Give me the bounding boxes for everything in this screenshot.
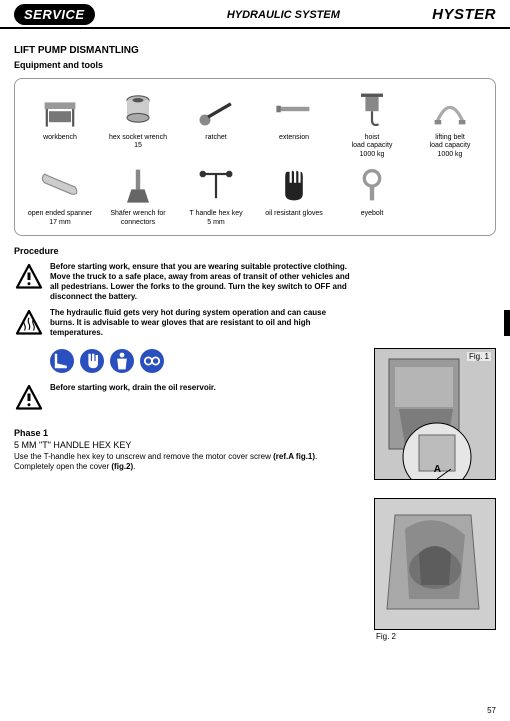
warning-text-3: Before starting work, drain the oil rese… bbox=[50, 383, 350, 393]
tool-lifting-belt: lifting belt load capacity 1000 kg bbox=[411, 87, 489, 159]
spanner-icon bbox=[38, 163, 82, 207]
ppe-row bbox=[50, 349, 350, 373]
tool-shafer: Shäfer wrench for connectors bbox=[99, 163, 177, 227]
eyebolt-icon bbox=[350, 163, 394, 207]
tool-label: ratchet bbox=[205, 134, 226, 142]
page-number: 57 bbox=[487, 706, 496, 715]
warning-text-1: Before starting work, ensure that you ar… bbox=[50, 262, 350, 302]
phase-ref1: (ref.A fig.1) bbox=[273, 452, 315, 461]
warning-icon bbox=[14, 383, 44, 418]
tools-row-2: open ended spanner 17 mm Shäfer wrench f… bbox=[21, 163, 489, 227]
page-header: SERVICE HYDRAULIC SYSTEM HYSTER bbox=[0, 0, 510, 29]
equipment-label: Equipment and tools bbox=[14, 60, 496, 70]
ppe-suit-icon bbox=[110, 349, 134, 373]
phase-title: Phase 1 bbox=[14, 428, 350, 438]
brand-logo: HYSTER bbox=[432, 6, 496, 23]
ratchet-icon bbox=[194, 87, 238, 131]
ppe-goggles-icon bbox=[140, 349, 164, 373]
shafer-icon bbox=[116, 163, 160, 207]
workbench-icon bbox=[38, 87, 82, 131]
service-badge: SERVICE bbox=[14, 4, 95, 25]
tool-label: workbench bbox=[43, 134, 77, 142]
extension-icon bbox=[272, 87, 316, 131]
warning-row-3: Before starting work, drain the oil rese… bbox=[14, 383, 350, 418]
ppe-boots-icon bbox=[50, 349, 74, 373]
warning-row-2: The hydraulic fluid gets very hot during… bbox=[14, 308, 350, 343]
tool-label: lifting belt load capacity 1000 kg bbox=[430, 134, 471, 159]
tool-label: open ended spanner 17 mm bbox=[28, 210, 92, 227]
fig2-label: Fig. 2 bbox=[376, 632, 496, 641]
fig1-label: Fig. 1 bbox=[467, 352, 491, 361]
tool-label: extension bbox=[279, 134, 309, 142]
phase-ref2: (fig.2) bbox=[111, 462, 133, 471]
procedure-column: Procedure Before starting work, ensure t… bbox=[14, 246, 350, 473]
header-title: HYDRAULIC SYSTEM bbox=[227, 9, 340, 21]
figures-column: Fig. 1 A Fig. 2 bbox=[374, 348, 496, 641]
tool-hoist: hoist load capacity 1000 kg bbox=[333, 87, 411, 159]
figure-1: Fig. 1 A bbox=[374, 348, 496, 480]
t-handle-icon bbox=[194, 163, 238, 207]
section-title: LIFT PUMP DISMANTLING bbox=[14, 45, 496, 56]
tool-label: hex socket wrench 15 bbox=[109, 134, 167, 151]
warning-text-2: The hydraulic fluid gets very hot during… bbox=[50, 308, 350, 338]
fig1-ref-a: A bbox=[434, 464, 441, 475]
hot-surface-icon bbox=[14, 308, 44, 343]
phase-subtitle: 5 MM "T" HANDLE HEX KEY bbox=[14, 440, 350, 450]
tool-gloves: oil resistant gloves bbox=[255, 163, 333, 227]
warning-row-1: Before starting work, ensure that you ar… bbox=[14, 262, 350, 302]
hex-socket-icon bbox=[116, 87, 160, 131]
tool-t-handle: T handle hex key 5 mm bbox=[177, 163, 255, 227]
tool-label: T handle hex key 5 mm bbox=[189, 210, 242, 227]
figure-2 bbox=[374, 498, 496, 630]
procedure-title: Procedure bbox=[14, 246, 350, 256]
tools-box: workbench hex socket wrench 15 ratchet e… bbox=[14, 78, 496, 236]
ppe-gloves-icon bbox=[80, 349, 104, 373]
tools-row-1: workbench hex socket wrench 15 ratchet e… bbox=[21, 87, 489, 159]
phase-text: Use the T-handle hex key to unscrew and … bbox=[14, 452, 350, 473]
tool-workbench: workbench bbox=[21, 87, 99, 159]
gloves-icon bbox=[272, 163, 316, 207]
tool-extension: extension bbox=[255, 87, 333, 159]
tool-label: Shäfer wrench for connectors bbox=[101, 210, 175, 227]
tool-label: oil resistant gloves bbox=[265, 210, 323, 218]
tool-empty bbox=[411, 163, 489, 227]
tool-label: hoist load capacity 1000 kg bbox=[352, 134, 393, 159]
tool-hex-socket: hex socket wrench 15 bbox=[99, 87, 177, 159]
tool-label: eyebolt bbox=[361, 210, 384, 218]
tool-eyebolt: eyebolt bbox=[333, 163, 411, 227]
phase-line2: Completely open the cover bbox=[14, 462, 111, 471]
warning-icon bbox=[14, 262, 44, 297]
tool-ratchet: ratchet bbox=[177, 87, 255, 159]
lifting-belt-icon bbox=[428, 87, 472, 131]
section-tab bbox=[504, 310, 510, 336]
phase-line1: Use the T-handle hex key to unscrew and … bbox=[14, 452, 271, 461]
tool-spanner: open ended spanner 17 mm bbox=[21, 163, 99, 227]
hoist-icon bbox=[350, 87, 394, 131]
